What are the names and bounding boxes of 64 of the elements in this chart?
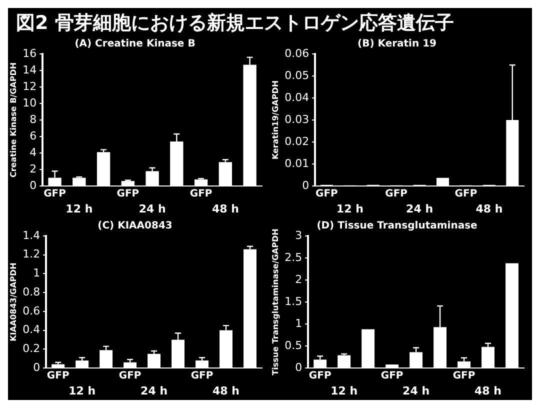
y-tick-label: 0 <box>302 178 310 192</box>
y-tick-label: 0.03 <box>284 112 310 126</box>
text: 48 h <box>474 384 502 398</box>
y-tick-label: 0.04 <box>284 90 310 104</box>
x-tick-label: GFP <box>316 188 338 200</box>
y-tick-label: 0.5 <box>284 338 302 352</box>
y-tick-label: 1 <box>295 316 302 330</box>
y-axis-title: Creatine Kinase B/GAPDH <box>8 62 18 178</box>
y-tick-label: 2.5 <box>284 250 302 264</box>
text: 48 h <box>212 384 240 398</box>
text: 24 h <box>402 384 430 398</box>
text: 12 h <box>66 202 93 216</box>
y-tick-label: 0.01 <box>284 156 310 170</box>
x-tick-label: GFP <box>118 370 142 382</box>
x-tick-label: GFP <box>190 370 214 382</box>
y-tick-label: 10 <box>22 96 37 110</box>
y-tick-label: 4 <box>30 146 37 159</box>
y-axis-title: Tissue Transglutaminase/GAPDH <box>270 228 280 376</box>
x-tick-label: GFP <box>44 188 66 200</box>
x-tick-label: GFP <box>452 370 476 382</box>
chart-subtitle: (A) Creatine Kinase B <box>74 38 196 50</box>
y-tick-label: 0.02 <box>284 134 310 148</box>
y-tick-label: 14 <box>22 63 37 76</box>
y-tick-label: 6 <box>30 129 37 142</box>
text: 48 h <box>212 202 239 216</box>
y-tick-label: 0.05 <box>284 68 310 82</box>
chart-subtitle: (B) Keratin 19 <box>357 38 437 50</box>
y-tick-label: 0 <box>30 178 37 192</box>
x-tick-label: GFP <box>380 370 404 382</box>
text: 12 h <box>336 202 364 216</box>
y-tick-label: 0.06 <box>284 46 310 60</box>
x-tick-label: GFP <box>46 370 70 382</box>
text: 24 h <box>138 202 166 216</box>
y-tick-label: 0 <box>295 360 302 374</box>
x-tick-label: GFP <box>385 188 408 200</box>
text: 24 h <box>140 384 168 398</box>
y-tick-label: 3 <box>295 228 302 242</box>
y-tick-label: 2 <box>295 272 302 286</box>
y-tick-label: 12 <box>22 80 37 93</box>
x-tick-label: GFP <box>190 188 212 200</box>
text: 12 h <box>68 384 96 398</box>
y-tick-label: 16 <box>22 46 37 60</box>
y-tick-label: 2 <box>30 162 37 176</box>
chart-subtitle: (D) Tissue Transglutaminase <box>316 220 478 232</box>
x-tick-label: GFP <box>308 370 332 382</box>
y-tick-label: 1 <box>33 266 40 280</box>
y-axis-title: Keratin19/GAPDH <box>270 80 280 160</box>
y-tick-label: 0.8 <box>22 285 40 298</box>
chart-subtitle: (C) KIAA0843 <box>98 220 172 232</box>
text: 48 h <box>476 202 503 216</box>
y-tick-label: 1.5 <box>284 294 302 308</box>
text: 24 h <box>406 202 434 216</box>
chart-title: 図2 骨芽細胞における新規エストロゲン応答遺伝子 <box>16 11 454 36</box>
text: 12 h <box>330 384 358 398</box>
y-tick-label: 0 <box>33 360 40 374</box>
y-tick-label: 0.4 <box>22 323 40 336</box>
x-tick-label: GFP <box>454 188 478 200</box>
y-tick-label: 1.4 <box>22 228 40 242</box>
y-axis-title: KIAA0843/GAPDH <box>8 262 18 342</box>
y-tick-label: 8 <box>30 112 37 126</box>
x-tick-label: GFP <box>116 188 140 200</box>
y-tick-label: 1.2 <box>22 248 40 261</box>
y-tick-label: 0.6 <box>22 304 40 318</box>
y-tick-label: 0.2 <box>22 342 40 355</box>
